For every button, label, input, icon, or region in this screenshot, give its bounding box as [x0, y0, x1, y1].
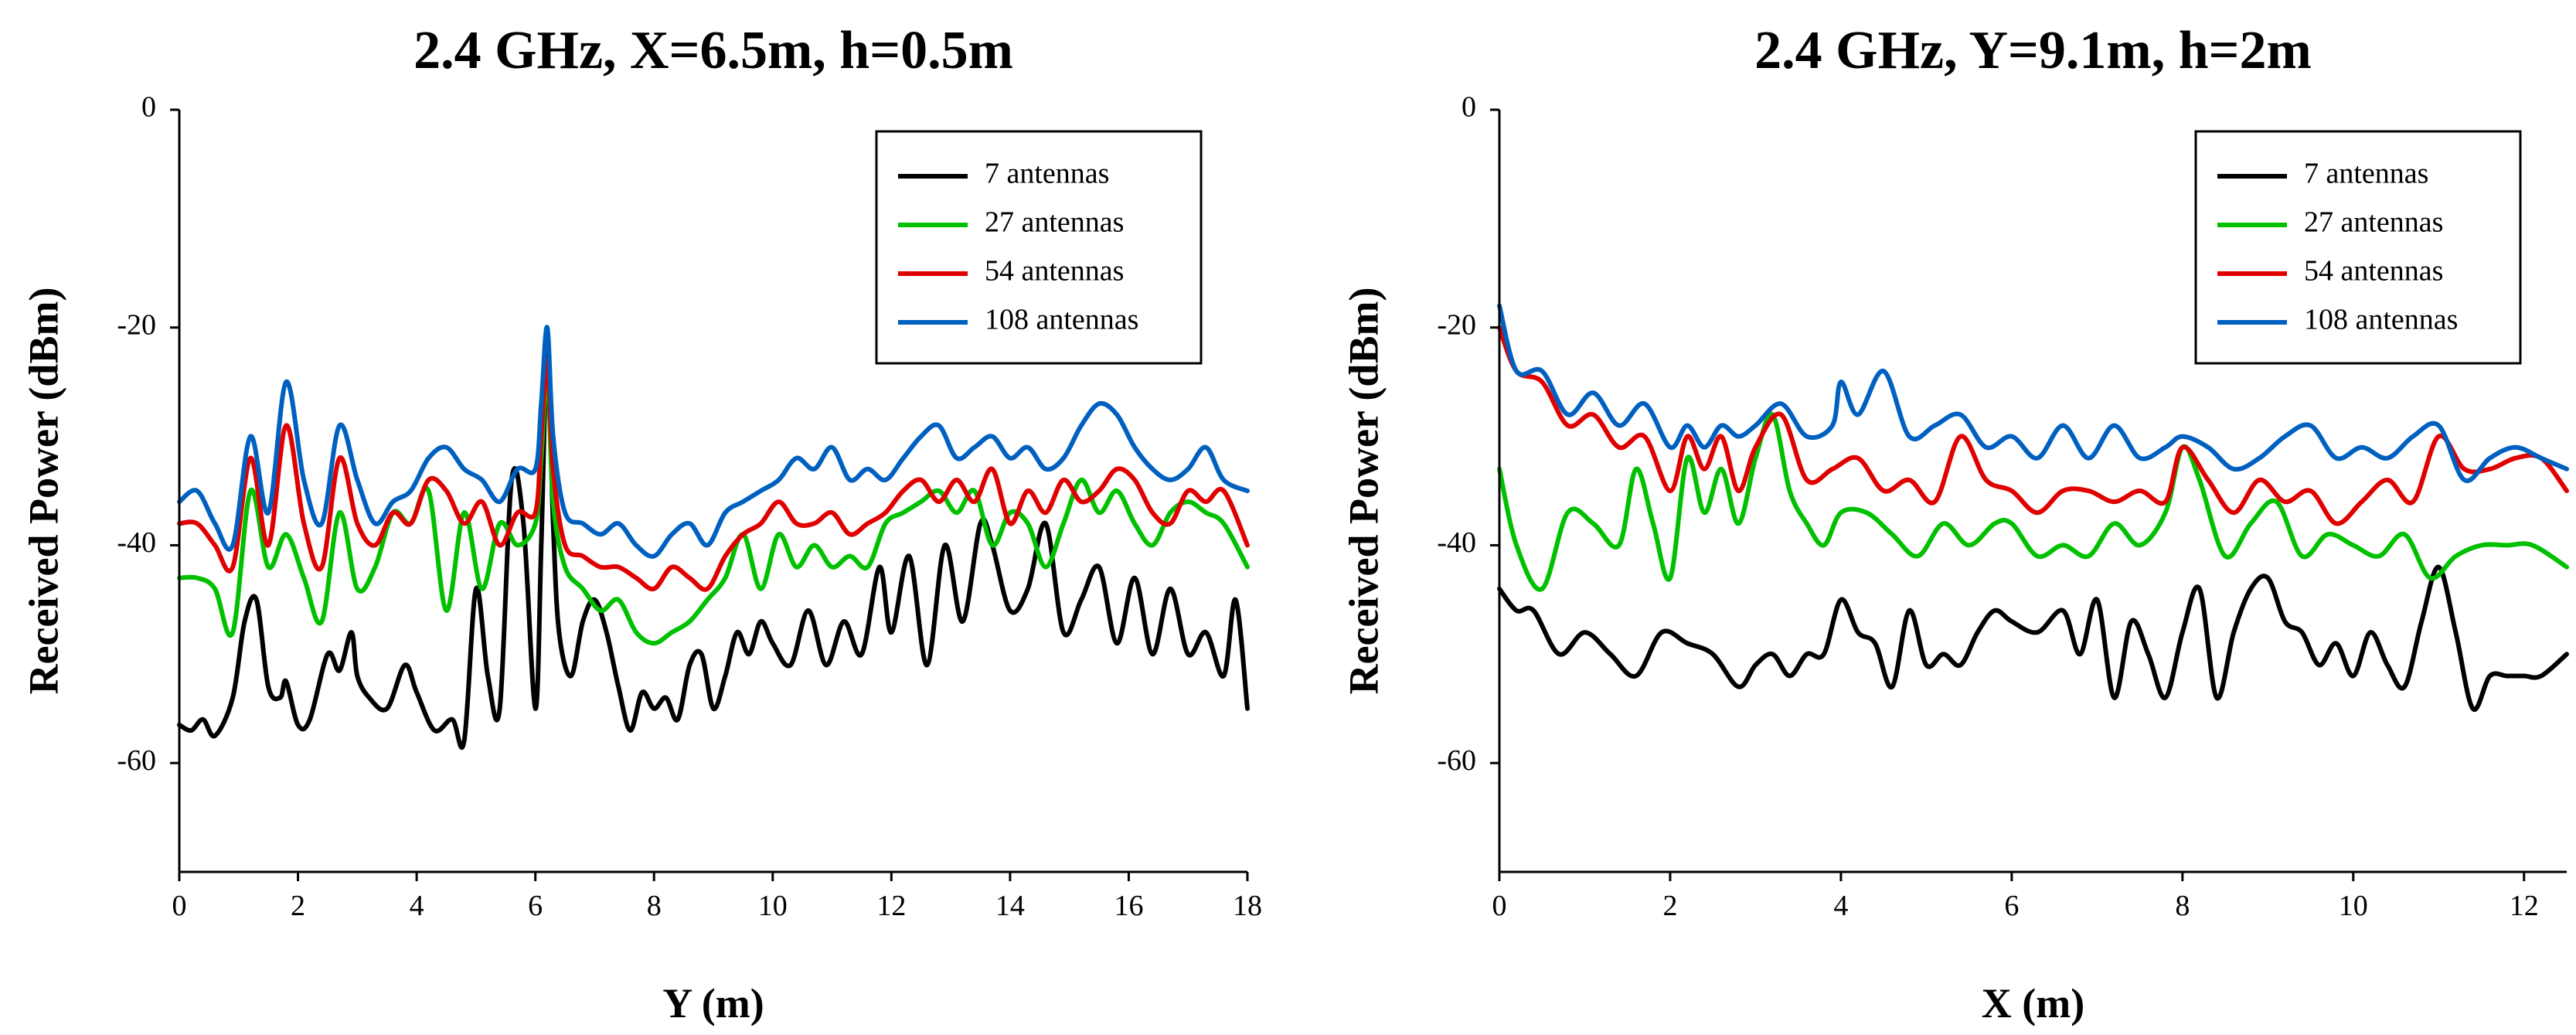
x-tick-label: 10: [2339, 890, 2368, 922]
chart-title: 2.4 GHz, Y=9.1m, h=2m: [1754, 21, 2312, 80]
legend: 7 antennas 27 antennas 54 antennas 108 ante…: [2194, 130, 2522, 365]
y-tick-label: -20: [1437, 308, 1476, 341]
x-tick-label: 2: [1662, 890, 1677, 922]
chart-panel-1: 2.4 GHz, X=6.5m, h=0.5m 0 -20 -40 -60 0 2 4 6 8 10…: [20, 21, 1262, 1026]
y-tick-label: 0: [1462, 91, 1476, 124]
legend-label: 27 antennas: [2304, 206, 2443, 239]
x-tick-label: 2: [291, 890, 305, 922]
x-tick-label: 6: [528, 890, 543, 922]
y-tick-label: -60: [1437, 744, 1476, 777]
series-line-7-antennas: [177, 346, 1250, 751]
x-tick-label: 0: [1492, 890, 1507, 922]
x-axis-label: X (m): [1982, 980, 2084, 1026]
legend-label: 27 antennas: [985, 206, 1124, 239]
legend: 7 antennas 27 antennas 54 antennas 108 ante…: [875, 130, 1203, 365]
y-tick-label: -20: [117, 308, 156, 341]
y-tick-label: -40: [117, 526, 156, 559]
x-tick-label: 14: [995, 890, 1025, 922]
series-group: [177, 325, 1250, 751]
legend-label: 54 antennas: [2304, 255, 2443, 288]
chart-title: 2.4 GHz, X=6.5m, h=0.5m: [413, 21, 1013, 80]
x-tick-label: 8: [2175, 890, 2190, 922]
x-tick-label: 0: [172, 890, 187, 922]
x-tick-label: 12: [2510, 890, 2539, 922]
x-tick-label: 16: [1114, 890, 1143, 922]
series-line-108-antennas: [177, 325, 1250, 559]
x-tick-label: 4: [1833, 890, 1848, 922]
series-line-108-antennas: [1497, 303, 2569, 483]
y-tick-label: -60: [117, 744, 156, 777]
x-tick-label: 10: [758, 890, 788, 922]
y-tick-label: -40: [1437, 526, 1476, 559]
x-tick-label: 12: [876, 890, 906, 922]
series-line-27-antennas: [1497, 411, 2569, 592]
chart-panel-2: 2.4 GHz, Y=9.1m, h=2m 0 -20 -40 -60 0 2 4 6 8 10 12…: [1340, 21, 2569, 1026]
y-axis-label: Received Power (dBm): [20, 288, 66, 695]
y-axis-label: Received Power (dBm): [1340, 288, 1387, 695]
legend-label: 54 antennas: [985, 255, 1124, 288]
x-tick-label: 8: [647, 890, 662, 922]
series-group: [1497, 303, 2569, 712]
series-line-54-antennas: [177, 357, 1250, 592]
legend-label: 7 antennas: [985, 158, 1109, 190]
legend-label: 108 antennas: [2304, 304, 2458, 336]
legend-label: 7 antennas: [2304, 158, 2428, 190]
series-line-54-antennas: [1497, 325, 2569, 526]
y-tick-label: 0: [141, 91, 156, 124]
x-axis-label: Y (m): [662, 980, 764, 1026]
x-tick-label: 6: [2004, 890, 2019, 922]
legend-label: 108 antennas: [985, 304, 1138, 336]
x-tick-label: 18: [1233, 890, 1262, 922]
series-line-27-antennas: [177, 368, 1250, 646]
series-line-7-antennas: [1497, 564, 2569, 712]
x-tick-label: 4: [410, 890, 424, 922]
